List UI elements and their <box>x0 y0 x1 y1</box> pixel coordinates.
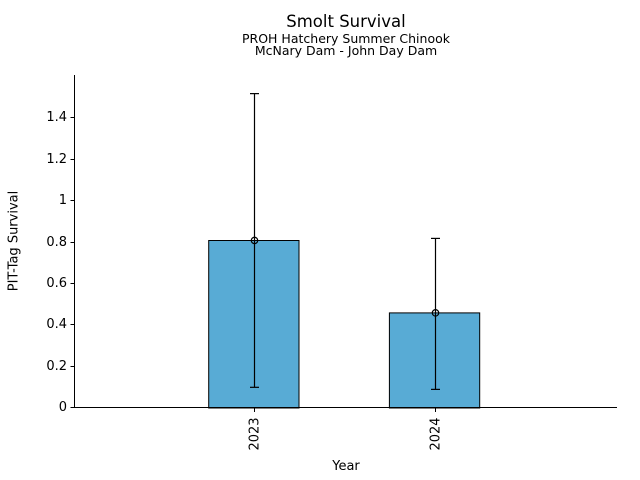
x-tick-label: 2024 <box>428 417 443 451</box>
y-tick-label: 1.4 <box>46 110 67 125</box>
bar-2023 <box>208 240 300 409</box>
y-tick-label: 0.2 <box>46 359 67 374</box>
chart-title: Smolt Survival <box>286 12 406 31</box>
bar-2024 <box>388 312 481 409</box>
chart-subtitle-line1: PROH Hatchery Summer Chinook <box>242 31 450 46</box>
mean-marker-2023 <box>250 236 259 245</box>
mean-marker-2024 <box>431 309 440 317</box>
x-tick-label: 2023 <box>247 417 262 451</box>
y-tick-label: 0 <box>58 400 67 415</box>
y-tick-label: 1.2 <box>46 152 67 167</box>
y-tick-label: 1 <box>58 193 67 208</box>
y-tick-label: 0.8 <box>46 235 67 250</box>
chart-subtitle-line2: McNary Dam - John Day Dam <box>254 43 438 58</box>
y-axis-label: PIT-Tag Survival <box>6 190 22 292</box>
x-axis-label: Year <box>332 459 360 474</box>
y-tick-label: 0.6 <box>46 276 67 291</box>
y-tick-label: 0.4 <box>46 317 67 332</box>
